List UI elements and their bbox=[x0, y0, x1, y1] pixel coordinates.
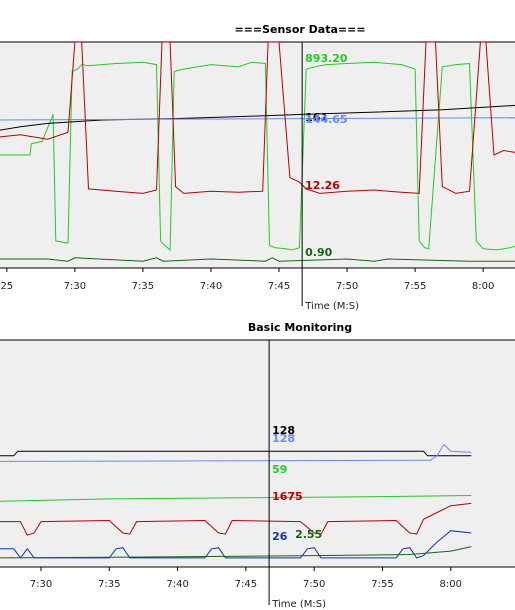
cursor-value-label: 2.55 bbox=[295, 528, 322, 541]
series-line-6 bbox=[0, 546, 472, 559]
series-line-2 bbox=[0, 443, 472, 462]
series-line-1 bbox=[0, 450, 472, 457]
x-tick-label: 7:35 bbox=[132, 281, 154, 292]
cursor-value-label: 144.65 bbox=[305, 113, 347, 126]
cursor-value-label: 128 bbox=[272, 424, 295, 437]
x-tick-label: 8:00 bbox=[440, 579, 462, 590]
x-tick-label: 7:50 bbox=[336, 281, 358, 292]
chart-title: ===Sensor Data=== bbox=[234, 23, 365, 36]
plot-area bbox=[0, 42, 515, 268]
cursor-value-label: 12.26 bbox=[305, 179, 340, 192]
x-tick-label: 8:00 bbox=[472, 281, 494, 292]
x-axis-label: Time (M:S) bbox=[271, 599, 326, 610]
x-tick-label: 7:40 bbox=[166, 579, 188, 590]
cursor-value-label: 59 bbox=[272, 463, 287, 476]
series-line-4 bbox=[0, 42, 515, 194]
x-tick-label: 25 bbox=[0, 281, 13, 292]
x-tick-label: 7:55 bbox=[371, 579, 393, 590]
series-line-5 bbox=[0, 257, 515, 262]
series-line-3 bbox=[0, 495, 472, 502]
chart-title: Basic Monitoring bbox=[248, 321, 352, 334]
cursor-value-label: 128 bbox=[272, 432, 295, 445]
x-tick-label: 7:35 bbox=[98, 579, 120, 590]
x-tick-label: 7:45 bbox=[235, 579, 257, 590]
series-line-3 bbox=[0, 117, 515, 121]
cursor-value-label: 0.90 bbox=[305, 246, 332, 259]
x-tick-label: 7:55 bbox=[404, 281, 426, 292]
x-tick-label: 7:30 bbox=[64, 281, 86, 292]
x-axis-label: Time (M:S) bbox=[304, 301, 359, 312]
x-tick-label: 7:30 bbox=[30, 579, 52, 590]
cursor-value-label: 1675 bbox=[272, 490, 303, 503]
plot-area bbox=[0, 340, 515, 567]
x-tick-label: 7:40 bbox=[200, 281, 222, 292]
cursor-value-label: 26 bbox=[272, 530, 288, 543]
x-tick-label: 7:50 bbox=[303, 579, 325, 590]
cursor-value-label: 893.20 bbox=[305, 52, 348, 65]
series-line-4 bbox=[0, 502, 472, 536]
x-tick-label: 7:45 bbox=[268, 281, 290, 292]
series-line-1 bbox=[0, 61, 515, 251]
cursor-value-label: 161 bbox=[305, 111, 328, 124]
series-line-2 bbox=[0, 104, 515, 131]
